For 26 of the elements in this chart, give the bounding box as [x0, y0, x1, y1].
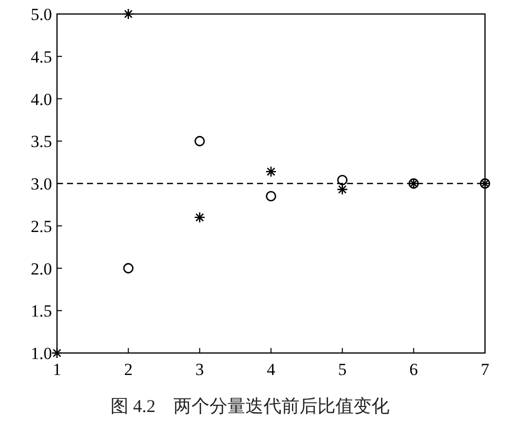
x-tick-label: 3 — [195, 360, 204, 379]
y-tick-label: 3.0 — [30, 174, 52, 194]
point — [51, 347, 63, 359]
point — [194, 136, 205, 146]
point — [265, 166, 277, 178]
y-tick-label: 4.0 — [30, 90, 52, 109]
point — [122, 8, 134, 20]
x-tick-label: 4 — [266, 360, 276, 379]
y-tick-label: 3.5 — [30, 132, 52, 152]
y-tick-label: 1.0 — [30, 344, 52, 363]
y-tick-label: 2.0 — [30, 259, 52, 278]
x-tick-label: 6 — [409, 360, 418, 379]
y-tick-label: 4.5 — [30, 47, 52, 66]
point — [123, 263, 134, 274]
point — [336, 184, 348, 196]
point — [266, 191, 276, 202]
x-tick-label: 2 — [124, 360, 133, 379]
y-tick-label: 2.5 — [30, 216, 52, 236]
x-tick-label: 7 — [480, 360, 490, 379]
caption: 图 4.2 两个分量迭代前后比值变化 — [110, 396, 390, 416]
point — [337, 174, 348, 186]
y-tick-label: 5.0 — [30, 5, 52, 24]
x-tick-label: 5 — [338, 360, 347, 379]
x-tick-label: 1 — [52, 360, 62, 379]
point — [194, 212, 206, 224]
y-tick-label: 1.5 — [30, 302, 52, 321]
